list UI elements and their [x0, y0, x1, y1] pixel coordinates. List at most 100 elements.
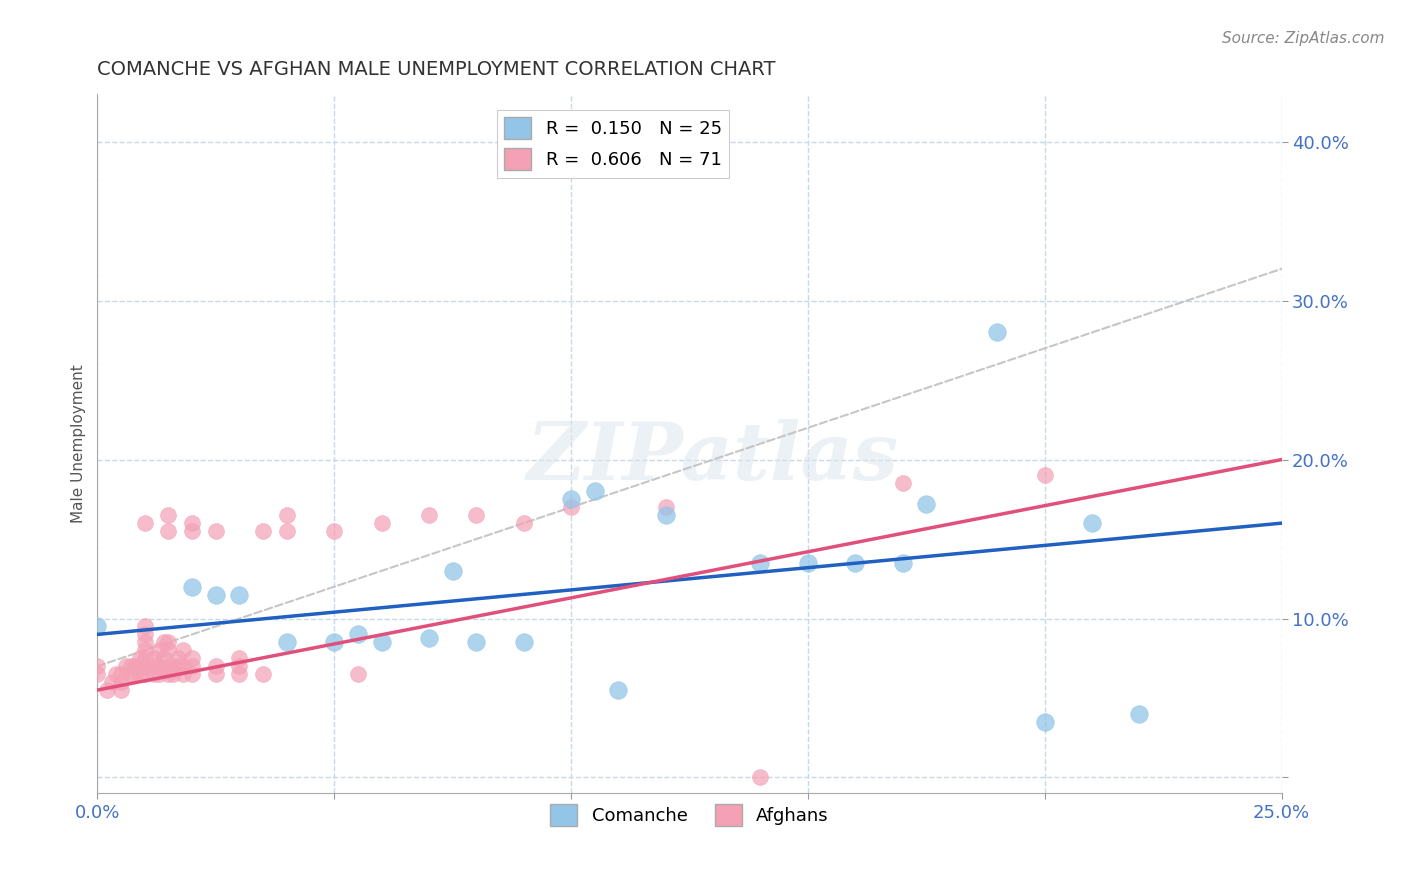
Point: [172, 667, 194, 681]
Text: COMANCHE VS AFGHAN MALE UNEMPLOYMENT CORRELATION CHART: COMANCHE VS AFGHAN MALE UNEMPLOYMENT COR…: [97, 60, 776, 78]
Point: [134, 651, 156, 665]
Point: [204, 667, 226, 681]
Point: [134, 643, 156, 657]
Point: [655, 508, 678, 523]
Point: [228, 659, 250, 673]
Point: [110, 667, 132, 681]
Text: Source: ZipAtlas.com: Source: ZipAtlas.com: [1222, 31, 1385, 46]
Point: [560, 500, 582, 515]
Point: [323, 635, 346, 649]
Point: [96, 683, 118, 698]
Point: [891, 556, 914, 570]
Point: [228, 588, 250, 602]
Point: [204, 659, 226, 673]
Point: [323, 524, 346, 538]
Point: [129, 667, 152, 681]
Point: [1033, 714, 1056, 729]
Point: [370, 516, 392, 531]
Point: [152, 635, 174, 649]
Point: [252, 524, 274, 538]
Point: [148, 659, 170, 673]
Point: [181, 667, 204, 681]
Point: [100, 675, 122, 690]
Point: [157, 635, 180, 649]
Point: [167, 651, 190, 665]
Point: [441, 564, 464, 578]
Point: [124, 659, 146, 673]
Point: [162, 659, 184, 673]
Point: [124, 667, 146, 681]
Point: [157, 508, 180, 523]
Point: [157, 659, 180, 673]
Point: [181, 524, 204, 538]
Point: [143, 659, 166, 673]
Point: [181, 580, 204, 594]
Point: [167, 659, 190, 673]
Point: [204, 588, 226, 602]
Point: [134, 627, 156, 641]
Point: [120, 667, 142, 681]
Point: [134, 635, 156, 649]
Point: [134, 667, 156, 681]
Point: [110, 683, 132, 698]
Point: [120, 659, 142, 673]
Point: [252, 667, 274, 681]
Point: [512, 635, 534, 649]
Point: [134, 516, 156, 531]
Y-axis label: Male Unemployment: Male Unemployment: [72, 364, 86, 523]
Point: [560, 492, 582, 507]
Point: [276, 508, 298, 523]
Point: [1033, 468, 1056, 483]
Point: [181, 651, 204, 665]
Point: [986, 326, 1008, 340]
Point: [114, 659, 136, 673]
Point: [276, 524, 298, 538]
Point: [228, 667, 250, 681]
Point: [181, 516, 204, 531]
Point: [915, 497, 938, 511]
Point: [797, 556, 820, 570]
Point: [134, 659, 156, 673]
Point: [143, 651, 166, 665]
Point: [148, 667, 170, 681]
Point: [749, 771, 772, 785]
Point: [162, 667, 184, 681]
Point: [1128, 706, 1150, 721]
Point: [465, 508, 488, 523]
Point: [891, 476, 914, 491]
Point: [276, 635, 298, 649]
Point: [129, 651, 152, 665]
Point: [418, 508, 440, 523]
Point: [172, 659, 194, 673]
Point: [86, 619, 108, 633]
Point: [204, 524, 226, 538]
Point: [157, 643, 180, 657]
Legend: Comanche, Afghans: Comanche, Afghans: [543, 797, 837, 833]
Point: [105, 667, 128, 681]
Point: [607, 683, 630, 698]
Point: [134, 619, 156, 633]
Point: [110, 675, 132, 690]
Point: [655, 500, 678, 515]
Point: [749, 556, 772, 570]
Point: [157, 667, 180, 681]
Point: [152, 651, 174, 665]
Point: [86, 659, 108, 673]
Point: [148, 643, 170, 657]
Point: [512, 516, 534, 531]
Point: [418, 631, 440, 645]
Point: [844, 556, 866, 570]
Point: [172, 643, 194, 657]
Point: [347, 627, 370, 641]
Point: [86, 667, 108, 681]
Point: [228, 651, 250, 665]
Point: [143, 667, 166, 681]
Point: [1081, 516, 1104, 531]
Point: [157, 524, 180, 538]
Point: [181, 659, 204, 673]
Point: [347, 667, 370, 681]
Point: [370, 635, 392, 649]
Text: ZIPatlas: ZIPatlas: [527, 419, 900, 497]
Point: [583, 484, 606, 499]
Point: [129, 659, 152, 673]
